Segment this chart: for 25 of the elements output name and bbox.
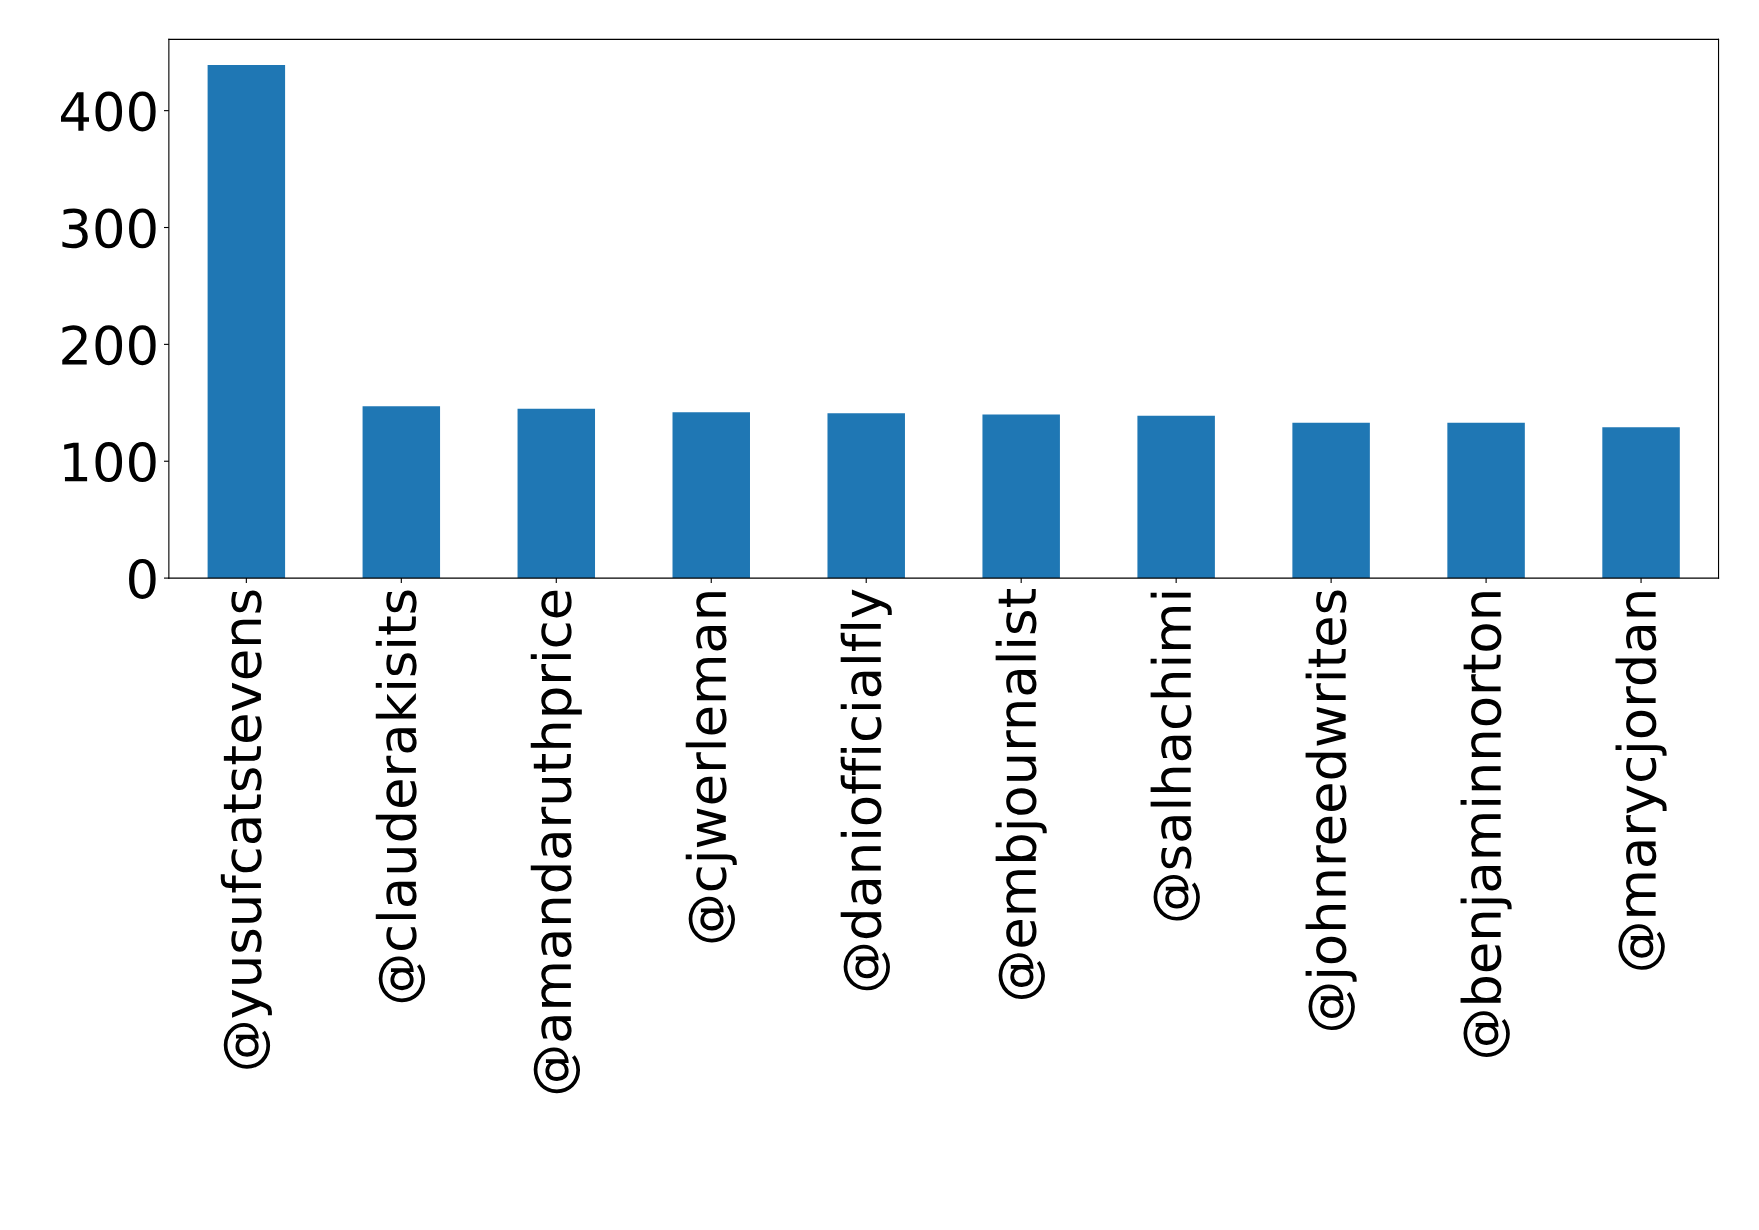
bar [1447, 422, 1525, 579]
y-tick-label: 400 [60, 91, 156, 132]
x-tick-label: @yusufcatstevens [220, 590, 272, 1069]
bar [982, 414, 1060, 579]
x-tick-label: @daniofficialfly [840, 589, 892, 991]
x-tick-label: @benjaminnorton [1460, 592, 1512, 1057]
x-tick-label: @salhachimi [1150, 592, 1200, 921]
bar [1137, 415, 1215, 579]
bar [827, 413, 905, 579]
bar [207, 65, 286, 579]
x-tick-label: @clauderakisits [375, 590, 426, 1003]
x-tick-label: @cjwerleman [685, 592, 737, 943]
bar [1292, 422, 1370, 579]
x-tick-label: @embjournalist [995, 589, 1047, 999]
y-tick-label: 0 [129, 558, 156, 599]
x-tick-label: @marycjordan [1615, 592, 1667, 970]
y-tick-label: 100 [64, 442, 156, 483]
x-tick-label: @amandaruthprice [530, 590, 582, 1094]
bar [1602, 427, 1680, 579]
y-tick-label: 300 [62, 208, 156, 249]
bar [517, 408, 596, 579]
bar [362, 406, 441, 579]
bar [672, 412, 750, 579]
y-tick-label: 200 [62, 325, 156, 366]
x-tick-label: @johnreedwrites [1305, 590, 1357, 1031]
